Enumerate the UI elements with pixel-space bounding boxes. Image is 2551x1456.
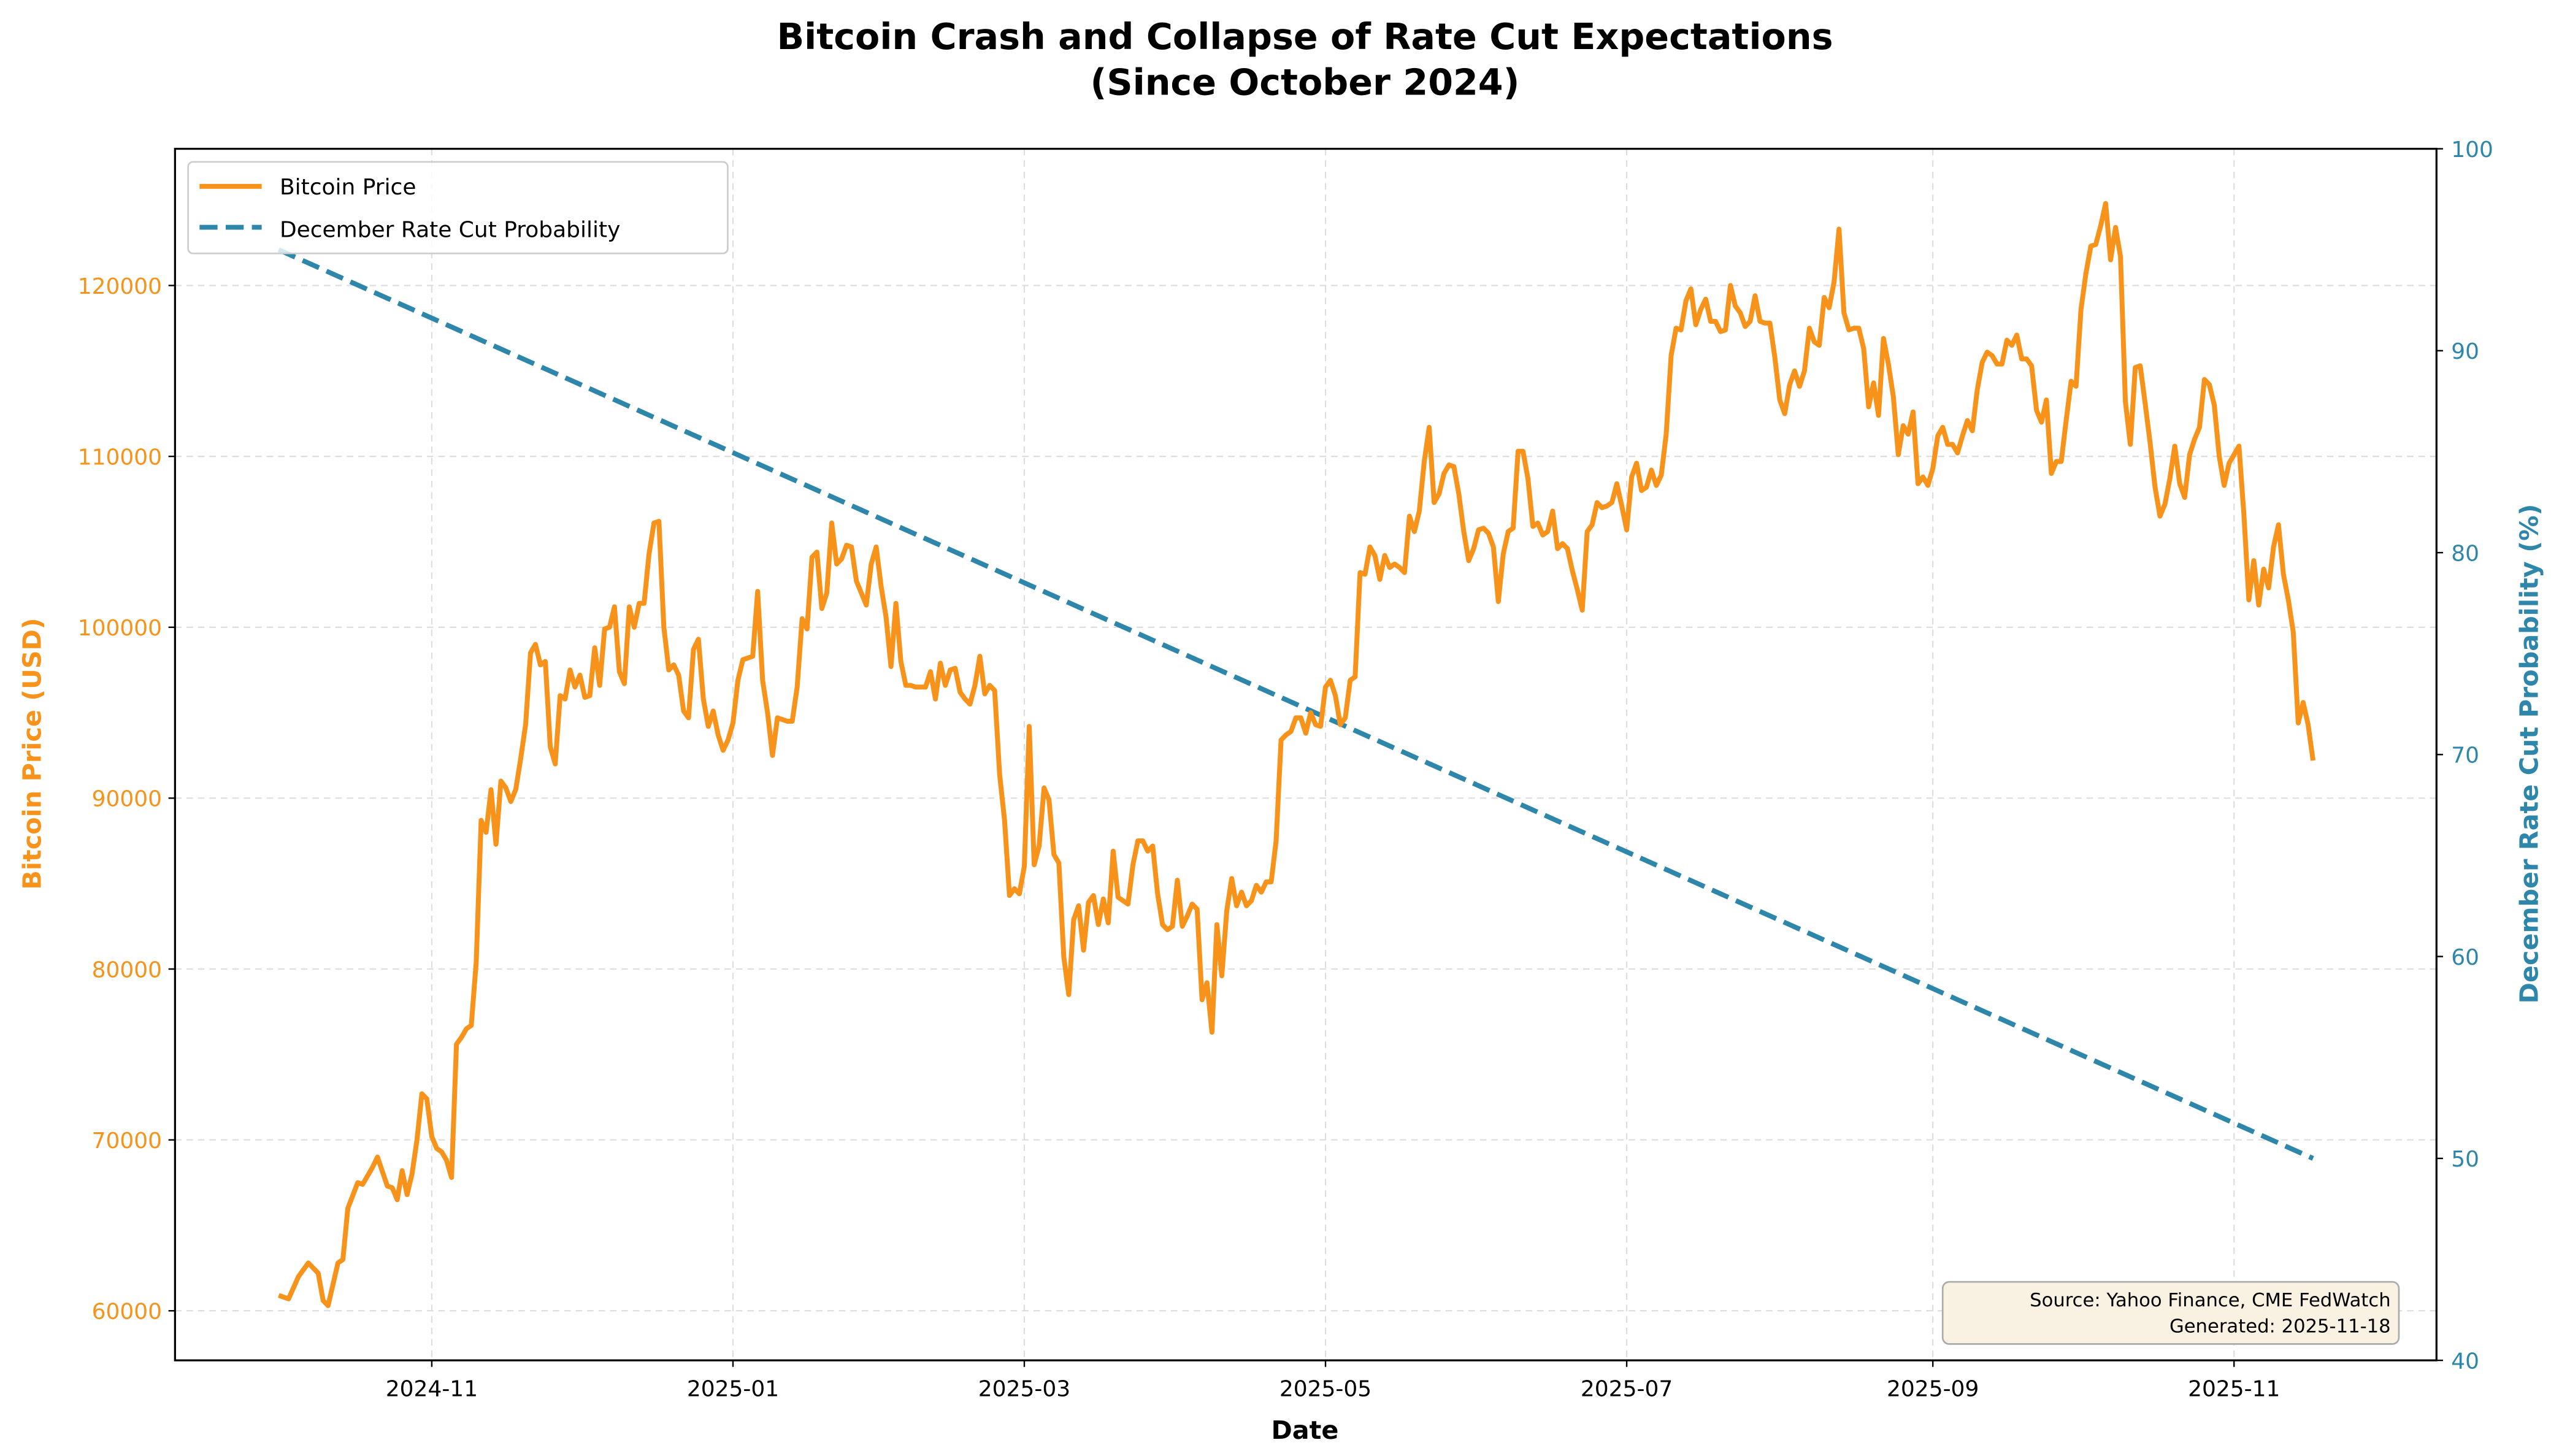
- y-right-tick-label: 80: [2451, 541, 2479, 566]
- chart-title: Bitcoin Crash and Collapse of Rate Cut E…: [777, 16, 1833, 58]
- axes: 2024-11 2025-01 2025-03 2025-05 2025-07 2025-…: [78, 137, 2493, 1402]
- y-left-tick-label: 100000: [78, 616, 162, 641]
- y-right-tick-label: 70: [2451, 743, 2479, 768]
- plot-series: [277, 201, 2316, 1308]
- y-right-tick-label: 90: [2451, 339, 2479, 364]
- y-right-tick-label: 40: [2451, 1349, 2479, 1374]
- x-axis-label: Date: [1272, 1416, 1339, 1445]
- x-tick-label: 2025-11: [2188, 1377, 2280, 1402]
- y-right-tick-label: 100: [2451, 137, 2493, 163]
- legend-box: [187, 161, 729, 255]
- y-left-tick-label: 120000: [78, 274, 162, 299]
- y-axis-right-label: December Rate Cut Probability (%): [2515, 504, 2544, 1004]
- generated-text: Generated: 2025-11-18: [2169, 1316, 2391, 1338]
- source-text: Source: Yahoo Finance, CME FedWatch: [2030, 1290, 2391, 1311]
- legend-label-rate: December Rate Cut Probability: [280, 218, 620, 243]
- x-tick-label: 2025-03: [978, 1377, 1070, 1402]
- rate-cut-probability-line: [277, 247, 2314, 1161]
- x-tick-label: 2025-09: [1887, 1377, 1979, 1402]
- y-left-tick-label: 110000: [78, 445, 162, 470]
- y-axis-left-label: Bitcoin Price (USD): [18, 618, 47, 889]
- y-right-tick-label: 50: [2451, 1147, 2479, 1172]
- source-box: [1941, 1281, 2400, 1345]
- x-tick-label: 2025-01: [687, 1377, 779, 1402]
- y-left-tick-label: 60000: [92, 1300, 162, 1325]
- legend-label-bitcoin: Bitcoin Price: [280, 175, 416, 200]
- y-right-tick-label: 60: [2451, 945, 2479, 970]
- legend: Bitcoin Price December Rate Cut Probabil…: [187, 161, 729, 255]
- source-annotation: Source: Yahoo Finance, CME FedWatch Gene…: [1941, 1281, 2400, 1345]
- x-tick-label: 2025-07: [1581, 1377, 1673, 1402]
- gridlines: [175, 148, 2437, 1361]
- x-tick-label: 2024-11: [386, 1377, 478, 1402]
- y-left-tick-label: 70000: [92, 1128, 162, 1154]
- chart-subtitle: (Since October 2024): [1091, 62, 1520, 104]
- x-tick-label: 2025-05: [1279, 1377, 1371, 1402]
- bitcoin-price-line: [278, 201, 2316, 1308]
- y-left-tick-label: 80000: [92, 957, 162, 983]
- y-left-tick-label: 90000: [92, 787, 162, 812]
